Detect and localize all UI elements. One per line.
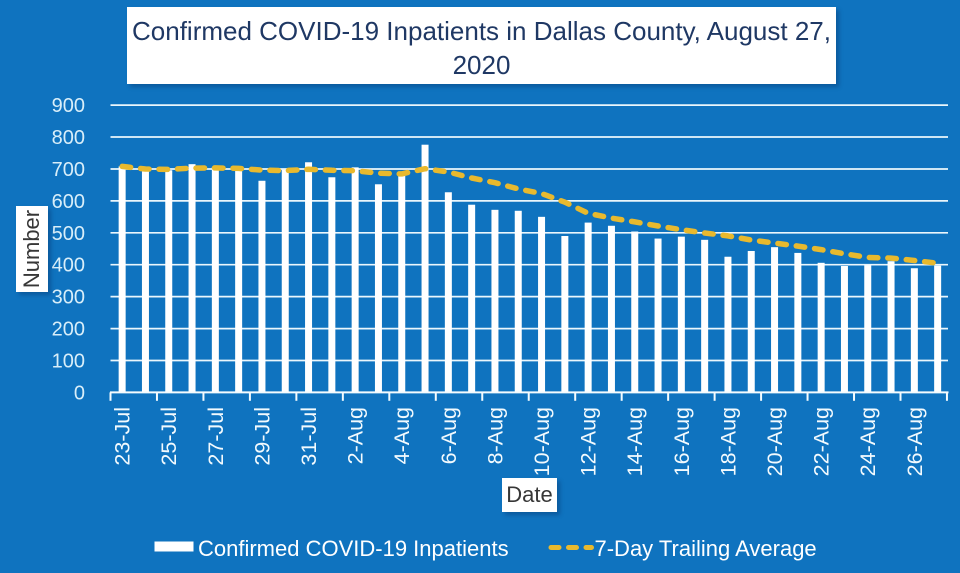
svg-text:0: 0 xyxy=(74,382,85,404)
svg-text:16-Aug: 16-Aug xyxy=(670,407,694,476)
svg-text:29-Jul: 29-Jul xyxy=(251,407,275,466)
svg-text:24-Aug: 24-Aug xyxy=(856,407,880,476)
svg-text:6-Aug: 6-Aug xyxy=(437,407,461,464)
svg-text:22-Aug: 22-Aug xyxy=(810,407,834,476)
svg-text:26-Aug: 26-Aug xyxy=(903,407,927,476)
svg-text:20-Aug: 20-Aug xyxy=(763,407,787,476)
svg-text:600: 600 xyxy=(52,191,85,213)
svg-text:200: 200 xyxy=(52,319,85,341)
svg-text:2-Aug: 2-Aug xyxy=(344,407,368,464)
svg-text:12-Aug: 12-Aug xyxy=(577,407,601,476)
svg-text:300: 300 xyxy=(52,287,85,309)
svg-text:800: 800 xyxy=(52,127,85,149)
svg-text:8-Aug: 8-Aug xyxy=(483,407,507,464)
svg-text:700: 700 xyxy=(52,159,85,181)
svg-text:500: 500 xyxy=(52,223,85,245)
svg-text:100: 100 xyxy=(52,351,85,373)
svg-text:400: 400 xyxy=(52,255,85,277)
svg-text:27-Jul: 27-Jul xyxy=(204,407,228,466)
svg-text:18-Aug: 18-Aug xyxy=(717,407,741,476)
svg-text:4-Aug: 4-Aug xyxy=(390,407,414,464)
svg-text:900: 900 xyxy=(52,95,85,117)
svg-text:14-Aug: 14-Aug xyxy=(623,407,647,476)
svg-text:25-Jul: 25-Jul xyxy=(157,407,181,466)
svg-text:23-Jul: 23-Jul xyxy=(111,407,135,466)
svg-text:10-Aug: 10-Aug xyxy=(530,407,554,476)
svg-text:31-Jul: 31-Jul xyxy=(297,407,321,466)
